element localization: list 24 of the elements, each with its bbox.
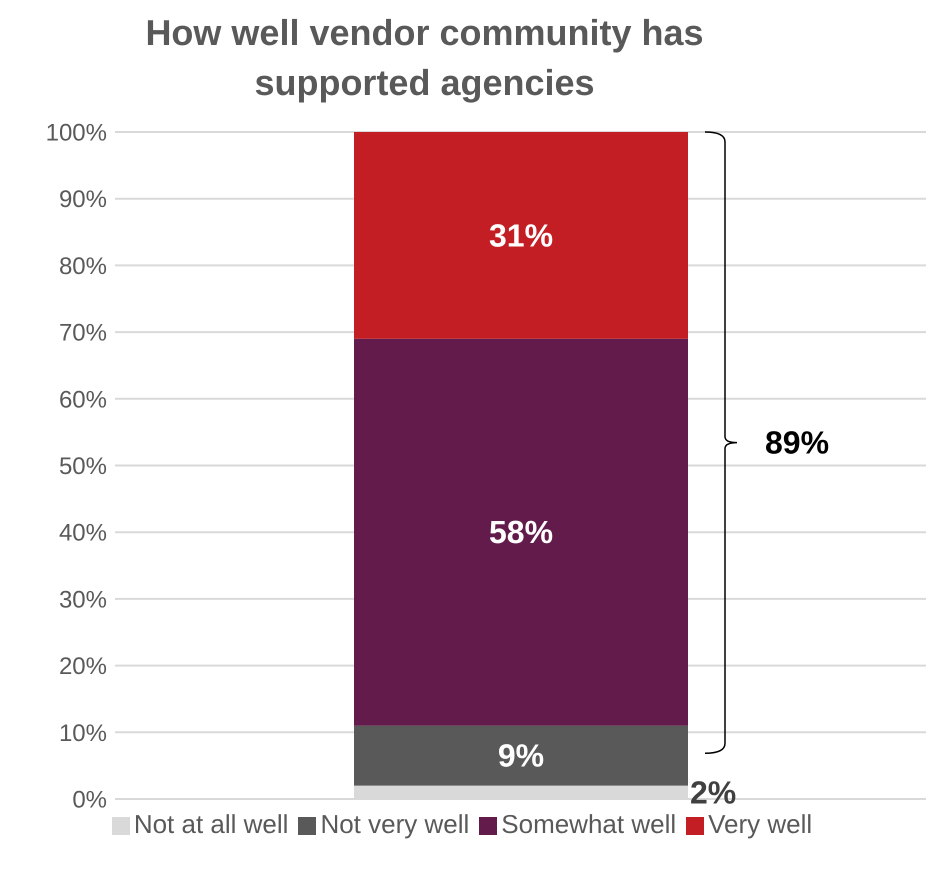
chart-title: How well vendor community has supported agencies: [144, 11, 705, 105]
y-tick-label: 10%: [58, 720, 107, 747]
bar: [354, 132, 688, 339]
y-tick-label: 40%: [58, 520, 107, 547]
legend-label: Not very well: [320, 809, 470, 839]
y-tick-label: 80%: [58, 252, 107, 280]
y-tick-label: 0%: [72, 786, 107, 814]
legend-label: Very well: [708, 809, 812, 839]
y-tick-label: 70%: [58, 320, 107, 347]
legend-label: Somewhat well: [501, 809, 676, 839]
y-tick-label: 100%: [46, 120, 107, 147]
y-tick-label: 50%: [58, 453, 107, 480]
legend-label: Not at all well: [134, 809, 288, 839]
y-tick-label: 20%: [58, 653, 107, 680]
data-label: 2%: [690, 774, 736, 810]
y-tick-label: 30%: [58, 586, 107, 614]
y-tick-label: 60%: [58, 386, 107, 414]
y-tick-label: 90%: [58, 186, 107, 214]
data-label: 58%: [488, 514, 554, 550]
data-label: 31%: [488, 217, 554, 254]
bar: [354, 726, 688, 786]
data-label: 9%: [498, 738, 544, 774]
annotation: 89%: [765, 424, 830, 461]
bar: [354, 338, 688, 726]
